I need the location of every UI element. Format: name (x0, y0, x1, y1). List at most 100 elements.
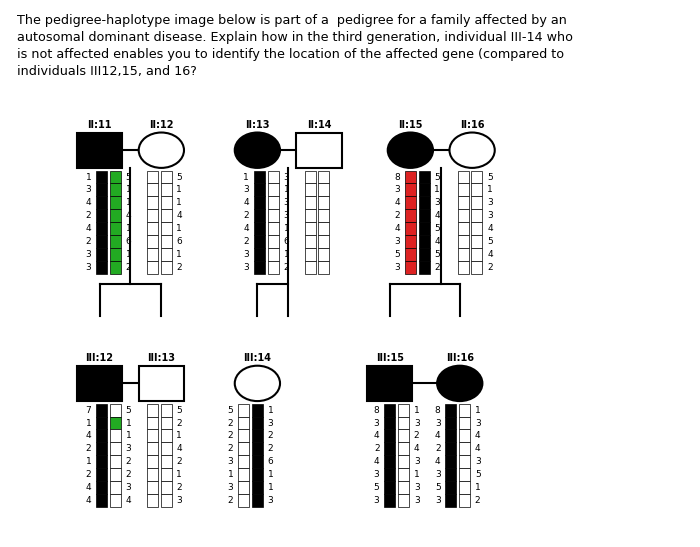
FancyBboxPatch shape (254, 222, 265, 235)
FancyBboxPatch shape (161, 222, 172, 235)
FancyBboxPatch shape (161, 248, 172, 260)
FancyBboxPatch shape (252, 429, 263, 443)
Text: II:16: II:16 (460, 120, 484, 130)
FancyBboxPatch shape (405, 222, 416, 235)
FancyBboxPatch shape (445, 429, 456, 443)
FancyBboxPatch shape (459, 429, 470, 443)
FancyBboxPatch shape (110, 494, 121, 507)
FancyBboxPatch shape (458, 235, 469, 248)
FancyBboxPatch shape (238, 468, 249, 481)
FancyBboxPatch shape (458, 222, 469, 235)
FancyBboxPatch shape (445, 443, 456, 455)
FancyBboxPatch shape (147, 429, 158, 443)
FancyBboxPatch shape (254, 171, 265, 183)
Text: 2: 2 (487, 263, 493, 271)
Text: 1: 1 (284, 185, 289, 194)
Text: 4: 4 (86, 224, 92, 233)
Text: 2: 2 (228, 432, 233, 440)
FancyBboxPatch shape (96, 171, 107, 183)
Text: 5: 5 (435, 249, 440, 259)
FancyBboxPatch shape (147, 443, 158, 455)
Text: 3: 3 (394, 185, 400, 194)
FancyBboxPatch shape (110, 429, 121, 443)
FancyBboxPatch shape (419, 235, 430, 248)
Text: 2: 2 (284, 263, 289, 271)
Text: 1: 1 (228, 470, 233, 479)
Text: 1: 1 (176, 198, 182, 207)
FancyBboxPatch shape (139, 366, 184, 401)
Text: 4: 4 (435, 211, 440, 220)
FancyBboxPatch shape (458, 248, 469, 260)
Text: II:12: II:12 (149, 120, 174, 130)
FancyBboxPatch shape (147, 196, 158, 209)
FancyBboxPatch shape (471, 196, 482, 209)
FancyBboxPatch shape (398, 443, 409, 455)
FancyBboxPatch shape (471, 235, 482, 248)
FancyBboxPatch shape (445, 468, 456, 481)
FancyBboxPatch shape (110, 443, 121, 455)
Text: 1: 1 (176, 470, 182, 479)
FancyBboxPatch shape (147, 183, 158, 196)
FancyBboxPatch shape (419, 209, 430, 222)
Text: 1: 1 (176, 432, 182, 440)
Text: 2: 2 (435, 263, 440, 271)
Text: 3: 3 (284, 211, 289, 220)
FancyBboxPatch shape (238, 429, 249, 443)
Text: 6: 6 (126, 237, 132, 246)
FancyBboxPatch shape (110, 455, 121, 468)
Text: 2: 2 (435, 444, 440, 453)
FancyBboxPatch shape (110, 468, 121, 481)
Text: 3: 3 (435, 418, 440, 428)
FancyBboxPatch shape (77, 132, 122, 168)
Text: 3: 3 (126, 444, 132, 453)
Text: 1: 1 (85, 457, 92, 466)
FancyBboxPatch shape (267, 260, 279, 274)
Text: II:14: II:14 (307, 120, 331, 130)
FancyBboxPatch shape (405, 171, 416, 183)
FancyBboxPatch shape (398, 404, 409, 417)
Text: 2: 2 (126, 263, 132, 271)
Text: 3: 3 (267, 418, 274, 428)
Text: 3: 3 (244, 263, 249, 271)
FancyBboxPatch shape (384, 443, 395, 455)
Text: 3: 3 (414, 483, 419, 492)
Text: 5: 5 (435, 483, 440, 492)
Text: 2: 2 (228, 444, 233, 453)
Text: 4: 4 (176, 211, 182, 220)
FancyBboxPatch shape (161, 183, 172, 196)
FancyBboxPatch shape (458, 183, 469, 196)
FancyBboxPatch shape (110, 260, 121, 274)
Text: III:12: III:12 (85, 353, 113, 363)
FancyBboxPatch shape (459, 404, 470, 417)
Text: 4: 4 (487, 224, 493, 233)
FancyBboxPatch shape (147, 248, 158, 260)
Text: 2: 2 (86, 237, 92, 246)
Text: 2: 2 (475, 496, 480, 505)
Text: 3: 3 (228, 457, 233, 466)
FancyBboxPatch shape (398, 468, 409, 481)
Text: 5: 5 (487, 172, 493, 182)
Text: 1: 1 (85, 172, 92, 182)
FancyBboxPatch shape (304, 196, 316, 209)
Circle shape (388, 132, 433, 168)
FancyBboxPatch shape (238, 455, 249, 468)
FancyBboxPatch shape (254, 209, 265, 222)
FancyBboxPatch shape (110, 481, 121, 494)
Text: 4: 4 (435, 457, 440, 466)
Text: 5: 5 (475, 470, 481, 479)
Text: 1: 1 (267, 406, 274, 415)
FancyBboxPatch shape (318, 260, 330, 274)
Text: 5: 5 (228, 406, 233, 415)
Text: 2: 2 (176, 483, 182, 492)
FancyBboxPatch shape (267, 171, 279, 183)
Text: III:13: III:13 (147, 353, 175, 363)
FancyBboxPatch shape (445, 481, 456, 494)
Text: 4: 4 (374, 457, 379, 466)
Text: 1: 1 (126, 432, 132, 440)
FancyBboxPatch shape (471, 248, 482, 260)
Text: 5: 5 (126, 406, 132, 415)
Text: 4: 4 (475, 432, 480, 440)
FancyBboxPatch shape (110, 404, 121, 417)
FancyBboxPatch shape (161, 443, 172, 455)
FancyBboxPatch shape (405, 183, 416, 196)
